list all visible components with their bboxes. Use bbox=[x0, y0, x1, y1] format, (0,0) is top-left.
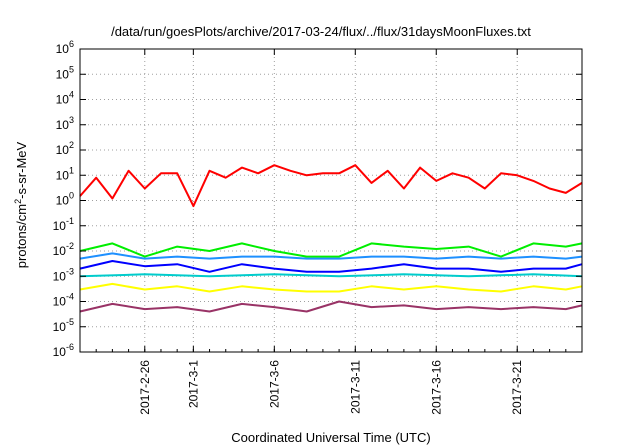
series-layer bbox=[79, 164, 583, 313]
grid bbox=[80, 49, 582, 352]
series-line-3 bbox=[79, 260, 583, 273]
y-tick-label: 10-6 bbox=[53, 342, 74, 359]
x-tick-label: 2017-2-26 bbox=[138, 360, 152, 415]
series-line-1 bbox=[79, 242, 583, 258]
x-tick-label: 2017-3-6 bbox=[267, 360, 281, 408]
series-line-6 bbox=[79, 300, 583, 313]
y-tick-label: 10-2 bbox=[53, 241, 74, 258]
y-tick-label: 106 bbox=[56, 39, 74, 56]
y-axis: 10-6 10-5 10-4 10-3 10-2 10-1 100 101 102 103 104 1… bbox=[53, 39, 582, 359]
x-tick-label: 2017-3-11 bbox=[348, 360, 362, 414]
series-line-4 bbox=[79, 273, 583, 278]
y-tick-label: 10-3 bbox=[53, 266, 74, 283]
x-axis-label: Coordinated Universal Time (UTC) bbox=[231, 430, 430, 445]
y-tick-label: 10-4 bbox=[53, 292, 74, 309]
plot-frame bbox=[79, 48, 583, 353]
x-tick-label: 2017-3-16 bbox=[429, 360, 443, 415]
series-line-2 bbox=[79, 252, 583, 260]
x-axis: 2017-2-26 2017-3-1 2017-3-6 2017-3-11 2017-3… bbox=[79, 49, 583, 415]
y-tick-label: 100 bbox=[56, 191, 74, 208]
y-tick-label: 10-5 bbox=[53, 317, 74, 334]
y-tick-label: 10-1 bbox=[53, 216, 74, 233]
series-line-0 bbox=[79, 164, 583, 208]
y-tick-label: 102 bbox=[56, 140, 74, 157]
series-line-5 bbox=[79, 282, 583, 293]
y-tick-label: 103 bbox=[56, 115, 74, 132]
y-tick-label: 105 bbox=[56, 64, 74, 81]
y-axis-label: protons/cm2-s-sr-MeV bbox=[13, 141, 29, 268]
x-tick-label: 2017-3-21 bbox=[510, 360, 524, 415]
y-tick-label: 101 bbox=[56, 165, 74, 182]
x-tick-label: 2017-3-1 bbox=[186, 360, 200, 408]
y-tick-label: 104 bbox=[56, 90, 74, 107]
chart-title: /data/run/goesPlots/archive/2017-03-24/f… bbox=[111, 24, 531, 39]
